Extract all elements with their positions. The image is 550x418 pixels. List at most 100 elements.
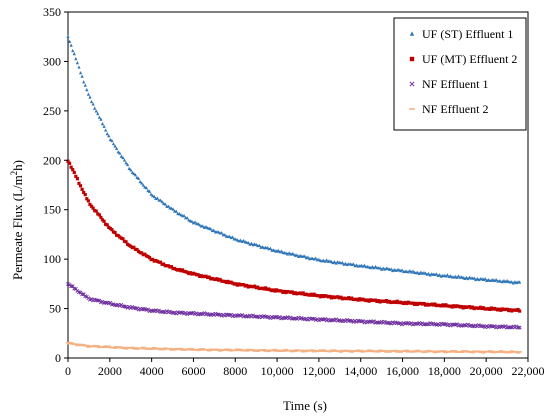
data-point bbox=[70, 284, 75, 289]
data-point bbox=[88, 95, 92, 99]
data-point bbox=[354, 263, 359, 267]
data-point bbox=[391, 268, 395, 273]
data-point bbox=[72, 51, 76, 56]
data-point bbox=[227, 234, 232, 238]
data-point bbox=[518, 280, 522, 284]
data-point bbox=[94, 109, 98, 113]
data-point bbox=[169, 265, 174, 269]
data-point bbox=[85, 87, 89, 92]
data-point bbox=[113, 230, 117, 235]
data-point bbox=[400, 268, 404, 272]
data-point bbox=[67, 161, 72, 165]
data-point bbox=[284, 251, 288, 255]
x-tick-label: 12,000 bbox=[302, 364, 335, 378]
data-point bbox=[234, 237, 238, 241]
data-point bbox=[135, 175, 139, 180]
data-point bbox=[503, 279, 508, 284]
data-point bbox=[317, 257, 321, 261]
data-point bbox=[89, 99, 94, 104]
data-point bbox=[104, 128, 108, 132]
data-point bbox=[290, 290, 294, 294]
data-point bbox=[380, 267, 384, 271]
data-point bbox=[212, 228, 216, 232]
data-point bbox=[373, 264, 377, 269]
data-point bbox=[502, 278, 506, 283]
data-point bbox=[140, 181, 144, 185]
data-point bbox=[285, 252, 290, 256]
data-point bbox=[260, 244, 265, 249]
data-point bbox=[332, 260, 337, 264]
series-1 bbox=[66, 34, 522, 285]
data-point bbox=[69, 43, 73, 47]
data-point bbox=[75, 61, 80, 65]
data-point bbox=[242, 238, 246, 243]
y-tick-label: 150 bbox=[43, 203, 61, 217]
data-point bbox=[472, 276, 476, 280]
legend-marker bbox=[409, 56, 415, 62]
data-point bbox=[122, 158, 127, 162]
data-point bbox=[78, 70, 83, 75]
data-point bbox=[102, 124, 106, 128]
x-tick-label: 16,000 bbox=[386, 364, 419, 378]
data-point bbox=[296, 254, 301, 259]
data-point bbox=[74, 174, 78, 178]
data-point bbox=[434, 272, 439, 276]
data-point bbox=[370, 264, 374, 269]
x-tick-label: 22,000 bbox=[512, 364, 545, 378]
data-point bbox=[166, 204, 170, 208]
data-point bbox=[151, 257, 155, 261]
data-point bbox=[152, 194, 156, 199]
data-point bbox=[220, 231, 224, 235]
data-point bbox=[295, 253, 299, 257]
y-axis-title: Permeate Flux (L/m2h) bbox=[9, 160, 25, 280]
data-point bbox=[100, 121, 105, 126]
data-point bbox=[83, 193, 87, 197]
data-point bbox=[438, 273, 442, 277]
y-tick-label: 100 bbox=[43, 252, 61, 266]
data-point bbox=[494, 277, 498, 282]
data-point bbox=[463, 276, 467, 280]
x-axis-title: Time (s) bbox=[283, 398, 327, 413]
data-point bbox=[428, 273, 432, 277]
data-point bbox=[140, 251, 144, 255]
data-point bbox=[121, 237, 125, 241]
x-tick-label: 4000 bbox=[140, 364, 164, 378]
data-point bbox=[510, 280, 514, 284]
data-point bbox=[66, 34, 70, 38]
data-point bbox=[455, 275, 459, 279]
data-point bbox=[445, 273, 450, 277]
data-point bbox=[144, 186, 149, 190]
data-point bbox=[204, 224, 208, 229]
data-point bbox=[505, 278, 509, 283]
data-point bbox=[491, 277, 495, 282]
legend-label: NF Effluent 2 bbox=[422, 102, 488, 116]
data-point bbox=[466, 276, 470, 281]
data-point bbox=[121, 155, 125, 160]
x-tick-label: 2000 bbox=[98, 364, 122, 378]
data-point bbox=[82, 80, 86, 84]
data-point bbox=[276, 248, 280, 252]
data-point bbox=[147, 189, 152, 193]
data-point bbox=[86, 92, 90, 96]
legend-marker bbox=[409, 31, 415, 36]
y-tick-label: 300 bbox=[43, 54, 61, 68]
y-axis-title-main: Permeate Flux (L/m bbox=[10, 175, 25, 280]
data-point bbox=[389, 267, 393, 271]
data-point bbox=[171, 207, 175, 211]
y-tick-label: 250 bbox=[43, 104, 61, 118]
data-point bbox=[132, 171, 136, 176]
data-point bbox=[155, 196, 159, 200]
series-4 bbox=[65, 341, 522, 354]
data-point bbox=[265, 245, 269, 249]
data-point bbox=[110, 228, 114, 232]
data-point bbox=[240, 239, 244, 243]
data-point bbox=[449, 274, 453, 278]
data-point bbox=[190, 219, 194, 223]
data-point bbox=[198, 223, 202, 227]
data-point bbox=[343, 261, 348, 265]
data-point bbox=[130, 170, 134, 174]
data-point bbox=[329, 259, 334, 264]
data-point bbox=[78, 184, 83, 188]
data-point bbox=[158, 198, 163, 202]
